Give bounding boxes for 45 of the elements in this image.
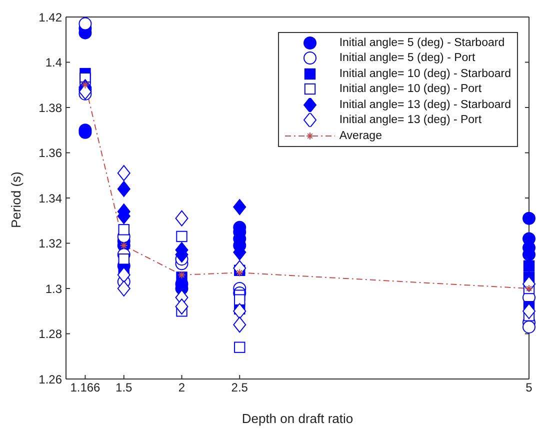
point <box>176 230 188 242</box>
x-tick-label: 1.166 <box>70 380 101 395</box>
legend-label: Average <box>339 130 382 142</box>
point <box>233 316 246 333</box>
point <box>522 212 536 225</box>
point <box>523 260 535 272</box>
point <box>117 266 130 283</box>
y-tick-label: 1.34 <box>38 191 62 206</box>
x-tick-label: 5 <box>526 380 533 395</box>
y-tick-label: 1.3 <box>45 282 62 296</box>
point <box>178 270 186 279</box>
legend-label: Initial angle= 5 (deg) - Starboard <box>339 36 505 49</box>
point <box>78 17 92 30</box>
point <box>118 253 130 265</box>
legend-label: Initial angle= 13 (deg) - Port <box>339 114 482 126</box>
x-axis-title: Depth on draft ratio <box>242 411 354 426</box>
y-tick-label: 1.42 <box>38 10 62 24</box>
point <box>117 180 130 197</box>
y-tick-label: 1.32 <box>38 236 62 251</box>
y-tick-label: 1.38 <box>38 100 62 115</box>
x-tick-label: 2.5 <box>231 380 248 395</box>
x-tick-label: 2 <box>178 380 186 395</box>
point <box>117 165 130 182</box>
point <box>120 242 128 250</box>
point <box>118 224 130 236</box>
point <box>234 342 246 353</box>
legend-label: Initial angle= 10 (deg) - Starboard <box>339 68 511 80</box>
legend-label: Initial angle= 13 (deg) - Starboard <box>339 98 511 111</box>
y-tick-label: 1.26 <box>38 372 62 386</box>
point <box>233 199 246 216</box>
y-tick-label: 1.36 <box>38 146 62 160</box>
y-tick-label: 1.4 <box>45 56 62 70</box>
point <box>233 303 246 320</box>
point <box>234 294 246 306</box>
point <box>522 303 536 320</box>
legend-label: Initial angle= 10 (deg) - Port <box>339 83 482 96</box>
point <box>117 280 130 296</box>
y-axis-title: Period (s) <box>8 172 24 228</box>
y-tick-label: 1.28 <box>38 327 62 342</box>
legend-label: Initial angle= 5 (deg) - Port <box>339 52 476 64</box>
point <box>175 298 188 315</box>
point <box>175 210 188 226</box>
point <box>236 268 244 277</box>
point <box>522 320 536 334</box>
x-tick-label: 1.5 <box>116 380 133 395</box>
